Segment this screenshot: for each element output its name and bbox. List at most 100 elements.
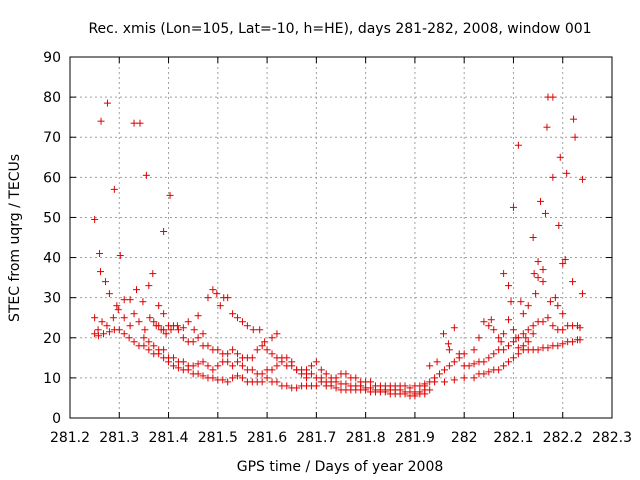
data-point xyxy=(238,374,246,382)
data-point xyxy=(160,227,168,235)
data-point xyxy=(450,324,458,332)
data-point xyxy=(268,366,276,374)
data-point xyxy=(94,326,102,334)
data-point xyxy=(433,358,441,366)
data-point xyxy=(145,338,153,346)
data-point xyxy=(303,374,311,382)
data-point xyxy=(332,384,340,392)
data-point xyxy=(209,286,217,294)
data-point xyxy=(426,386,434,394)
data-point xyxy=(529,322,537,330)
data-point xyxy=(401,382,409,390)
data-point xyxy=(283,354,291,362)
x-tick-label: 282.2 xyxy=(543,430,583,446)
y-tick-label: 20 xyxy=(43,331,61,347)
data-point xyxy=(179,358,187,366)
data-point xyxy=(234,350,242,358)
data-point xyxy=(258,378,266,386)
data-point xyxy=(160,354,168,362)
data-point xyxy=(184,318,192,326)
data-point xyxy=(224,378,232,386)
data-point xyxy=(224,294,232,302)
x-tick-label: 281.6 xyxy=(247,430,287,446)
data-point xyxy=(253,346,261,354)
data-points xyxy=(91,93,586,400)
data-point xyxy=(243,322,251,330)
data-point xyxy=(268,334,276,342)
data-point xyxy=(95,332,103,340)
data-point xyxy=(199,330,207,338)
y-tick-label: 10 xyxy=(43,371,61,387)
data-point xyxy=(258,342,266,350)
data-point xyxy=(101,278,109,286)
data-point xyxy=(120,296,128,304)
data-point xyxy=(234,314,242,322)
data-point xyxy=(436,370,444,378)
data-point xyxy=(155,322,163,330)
data-point xyxy=(439,330,447,338)
data-point xyxy=(258,370,266,378)
data-point xyxy=(537,197,545,205)
data-point xyxy=(126,322,134,330)
data-point xyxy=(140,342,148,350)
data-point xyxy=(532,290,540,298)
data-point xyxy=(169,322,177,330)
data-point xyxy=(249,326,257,334)
data-point xyxy=(273,362,281,370)
data-point xyxy=(229,374,237,382)
data-point xyxy=(141,326,149,334)
data-point xyxy=(109,314,117,322)
data-point xyxy=(317,374,325,382)
data-point xyxy=(559,326,567,334)
data-point xyxy=(543,123,551,131)
data-point xyxy=(549,93,557,101)
data-point xyxy=(519,330,527,338)
data-point xyxy=(529,330,537,338)
data-point xyxy=(416,388,424,396)
data-point xyxy=(229,310,237,318)
data-point xyxy=(199,372,207,380)
y-tick-label: 40 xyxy=(43,251,61,267)
data-point xyxy=(216,302,224,310)
data-point xyxy=(367,384,375,392)
data-point xyxy=(475,334,483,342)
data-point xyxy=(357,382,365,390)
data-point xyxy=(155,302,163,310)
data-point xyxy=(421,380,429,388)
x-tick-label: 281.8 xyxy=(346,430,386,446)
x-tick-label: 282.1 xyxy=(493,430,533,446)
data-point xyxy=(229,346,237,354)
data-point xyxy=(199,358,207,366)
data-point xyxy=(145,346,153,354)
data-point xyxy=(554,302,562,310)
data-point xyxy=(100,330,108,338)
data-point xyxy=(445,346,453,354)
data-point xyxy=(96,250,104,258)
y-tick-label: 70 xyxy=(43,130,61,146)
y-tick-label: 50 xyxy=(43,210,61,226)
y-tick-label: 0 xyxy=(52,411,61,427)
data-point xyxy=(551,294,559,302)
data-point xyxy=(97,117,105,125)
data-point xyxy=(166,191,174,199)
data-point xyxy=(160,310,168,318)
data-point xyxy=(505,358,513,366)
data-point xyxy=(530,270,538,278)
data-point xyxy=(307,370,315,378)
chart-title: Rec. xmis (Lon=105, Lat=-10, h=HE), days… xyxy=(88,21,591,37)
data-point xyxy=(194,334,202,342)
data-point xyxy=(312,382,320,390)
data-point xyxy=(549,173,557,181)
x-tick-label: 282 xyxy=(451,430,478,446)
data-point xyxy=(184,366,192,374)
data-point xyxy=(367,378,375,386)
data-point xyxy=(578,290,586,298)
y-tick-label: 30 xyxy=(43,291,61,307)
data-point xyxy=(125,334,133,342)
data-point xyxy=(505,342,513,350)
data-point xyxy=(130,119,138,127)
data-point xyxy=(248,366,256,374)
data-point xyxy=(524,326,532,334)
data-point xyxy=(130,310,138,318)
